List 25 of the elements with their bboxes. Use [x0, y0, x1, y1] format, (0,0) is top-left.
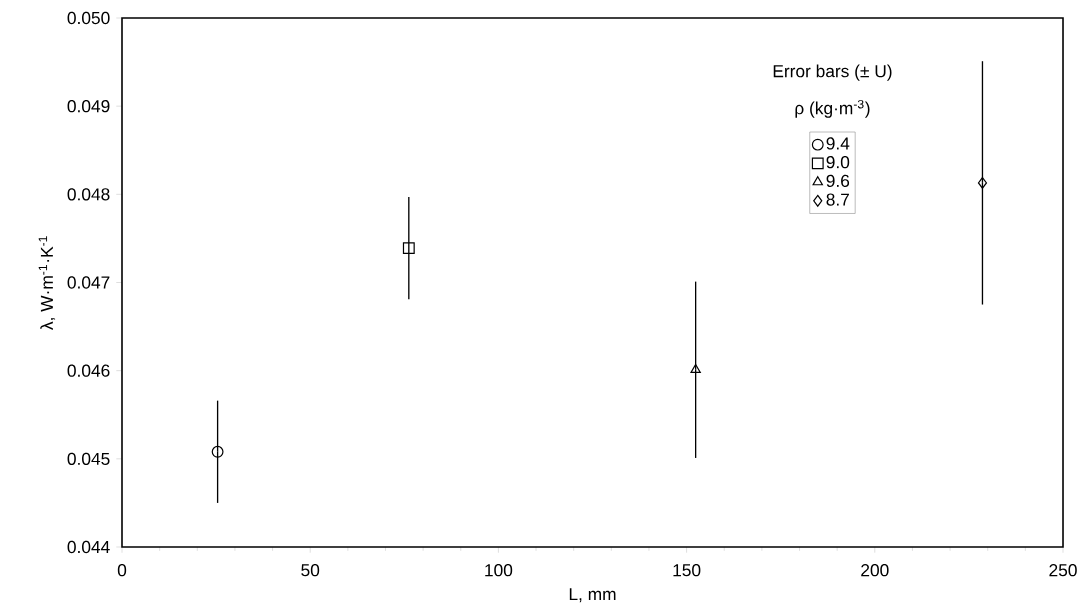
legend-title: ρ (kg·m$^{-3}$) — [795, 99, 870, 118]
y-axis-title: λ, W·m$^{-1}$·K$^{-1}$ — [38, 236, 56, 330]
y-tick-label: 0.049 — [67, 100, 110, 113]
legend-label: 9.6 — [826, 174, 850, 188]
x-tick-label: 0 — [117, 564, 127, 577]
point — [211, 445, 224, 458]
legend-label: 9.4 — [826, 137, 850, 150]
point — [690, 363, 701, 374]
point — [977, 176, 988, 189]
y-tick-label: 0.047 — [67, 276, 110, 289]
y-tick-label: 0.048 — [67, 188, 110, 201]
x-axis-title: L, mm — [569, 588, 616, 603]
annotation: Error bars (± U) — [773, 64, 892, 81]
y-tick-label: 0.050 — [67, 11, 110, 25]
x-tick-label: 100 — [485, 564, 513, 577]
x-tick-label: 50 — [301, 564, 320, 577]
x-tick-label: 250 — [1049, 564, 1077, 577]
x-tick-label: 200 — [861, 564, 889, 577]
point — [402, 242, 415, 255]
y-tick-label: 0.045 — [67, 452, 110, 465]
legend-label: 8.7 — [826, 193, 849, 206]
y-tick-label: 0.044 — [67, 540, 110, 554]
x-tick-label: 150 — [673, 564, 701, 577]
y-tick-label: 0.046 — [67, 364, 110, 377]
legend-label: 9.0 — [826, 156, 850, 169]
